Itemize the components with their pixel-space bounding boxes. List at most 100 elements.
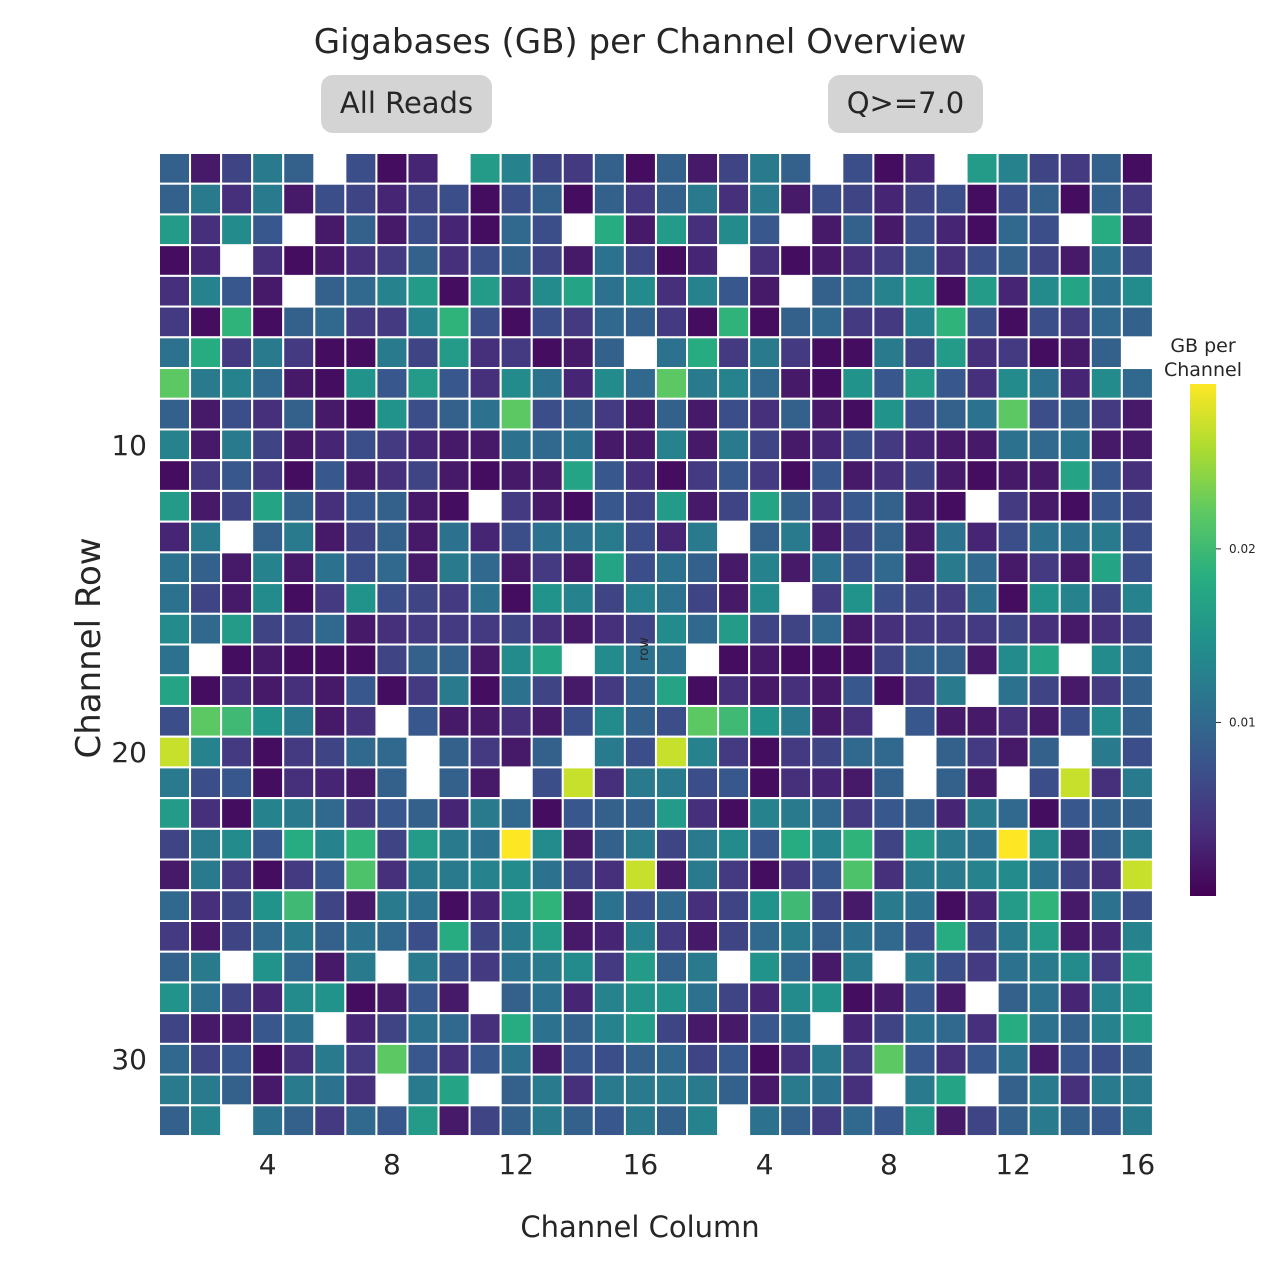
heatmap-cell bbox=[406, 858, 440, 892]
heatmap-cell bbox=[1058, 1073, 1092, 1107]
heatmap-cell bbox=[220, 274, 254, 308]
heatmap-cell bbox=[717, 274, 751, 308]
panel-label-background bbox=[828, 75, 983, 133]
heatmap-cell bbox=[468, 152, 502, 185]
heatmap-cell bbox=[1120, 1104, 1154, 1138]
heatmap-cell bbox=[1120, 428, 1154, 462]
heatmap-cell bbox=[561, 950, 595, 984]
heatmap-cell bbox=[810, 367, 844, 400]
heatmap-cell bbox=[375, 766, 409, 800]
heatmap-cell bbox=[499, 182, 533, 216]
heatmap-cell bbox=[468, 766, 502, 800]
heatmap-cell bbox=[251, 489, 285, 523]
heatmap-cell bbox=[406, 1042, 440, 1076]
heatmap-cell bbox=[748, 428, 782, 462]
heatmap-cell bbox=[375, 336, 409, 370]
heatmap-cell bbox=[810, 674, 844, 707]
heatmap-cell bbox=[437, 336, 471, 370]
heatmap-cell bbox=[313, 244, 347, 277]
heatmap-cell bbox=[1089, 981, 1123, 1015]
heatmap-cell bbox=[810, 766, 844, 800]
heatmap-cell bbox=[375, 367, 409, 400]
heatmap-cell bbox=[748, 1073, 782, 1107]
heatmap-cell bbox=[1027, 674, 1061, 707]
heatmap-cell bbox=[934, 674, 968, 707]
heatmap-cell bbox=[375, 612, 409, 646]
heatmap-cell bbox=[872, 428, 906, 462]
heatmap-cell bbox=[934, 766, 968, 800]
heatmap-cell bbox=[1089, 674, 1123, 707]
heatmap-cell bbox=[251, 735, 285, 769]
heatmap-cell bbox=[872, 735, 906, 769]
heatmap-cell bbox=[282, 643, 316, 677]
heatmap-cell bbox=[251, 1073, 285, 1107]
heatmap-cell bbox=[934, 244, 968, 277]
heatmap-cell bbox=[965, 152, 999, 185]
heatmap-cell bbox=[686, 704, 720, 738]
heatmap-cell bbox=[530, 520, 564, 554]
heatmap-cell bbox=[717, 704, 751, 738]
heatmap-cell bbox=[686, 674, 720, 707]
heatmap-cell bbox=[654, 459, 689, 492]
heatmap-cell bbox=[934, 889, 968, 923]
heatmap-cell bbox=[810, 305, 844, 339]
panel-label-text: Q>=7.0 bbox=[847, 86, 965, 120]
heatmap-cell bbox=[499, 336, 533, 370]
heatmap-cell bbox=[717, 459, 751, 492]
heatmap-cell bbox=[375, 397, 409, 431]
heatmap-cell bbox=[748, 489, 782, 523]
heatmap-cell bbox=[468, 244, 502, 277]
heatmap-cell bbox=[313, 950, 347, 984]
heatmap-cell bbox=[717, 889, 751, 923]
heatmap-cell bbox=[1027, 551, 1061, 585]
heatmap-cell bbox=[1089, 582, 1123, 615]
heatmap-cell bbox=[406, 152, 440, 185]
heatmap-cell bbox=[158, 981, 192, 1015]
heatmap-cell bbox=[934, 858, 968, 892]
heatmap-cell bbox=[654, 612, 689, 646]
heatmap-cell bbox=[158, 950, 192, 984]
heatmap-cell bbox=[748, 950, 782, 984]
x-tick-label: 16 bbox=[623, 1148, 659, 1181]
heatmap-cell bbox=[810, 182, 844, 216]
heatmap-cell bbox=[1058, 889, 1092, 923]
heatmap-cell bbox=[437, 735, 471, 769]
heatmap-cell bbox=[437, 858, 471, 892]
heatmap-cell bbox=[779, 950, 813, 984]
heatmap-cell bbox=[903, 336, 937, 370]
heatmap-cell bbox=[810, 213, 844, 247]
heatmap-cell bbox=[996, 1012, 1030, 1045]
heatmap-cell bbox=[189, 920, 223, 953]
heatmap-cell bbox=[1058, 428, 1092, 462]
heatmap-cell bbox=[623, 213, 657, 247]
heatmap-cell bbox=[965, 336, 999, 370]
heatmap-cell bbox=[158, 582, 192, 615]
heatmap-cell bbox=[1120, 858, 1154, 892]
heatmap-cell bbox=[872, 551, 906, 585]
heatmap-cell bbox=[623, 950, 657, 984]
heatmap-cell bbox=[530, 305, 564, 339]
heatmap-cell bbox=[189, 766, 223, 800]
heatmap-cell bbox=[158, 305, 192, 339]
heatmap-cell bbox=[934, 704, 968, 738]
heatmap-cell bbox=[313, 766, 347, 800]
heatmap-cell bbox=[189, 182, 223, 216]
heatmap-cell bbox=[841, 152, 875, 185]
heatmap-cell bbox=[375, 152, 409, 185]
heatmap-cell bbox=[623, 152, 657, 185]
heatmap-cell bbox=[872, 1042, 906, 1076]
heatmap-cell bbox=[220, 858, 254, 892]
heatmap-cell bbox=[220, 643, 254, 677]
heatmap-cell bbox=[623, 582, 657, 615]
heatmap-cell bbox=[717, 489, 751, 523]
heatmap-cell bbox=[623, 889, 657, 923]
heatmap-cell bbox=[282, 459, 316, 492]
heatmap-cell bbox=[592, 213, 626, 247]
heatmap-cell bbox=[499, 674, 533, 707]
heatmap-cell bbox=[965, 950, 999, 984]
heatmap-cell bbox=[530, 152, 564, 185]
heatmap-cell bbox=[313, 367, 347, 400]
heatmap-cell bbox=[903, 1042, 937, 1076]
heatmap-cell bbox=[592, 582, 626, 615]
heatmap-cell bbox=[406, 920, 440, 953]
